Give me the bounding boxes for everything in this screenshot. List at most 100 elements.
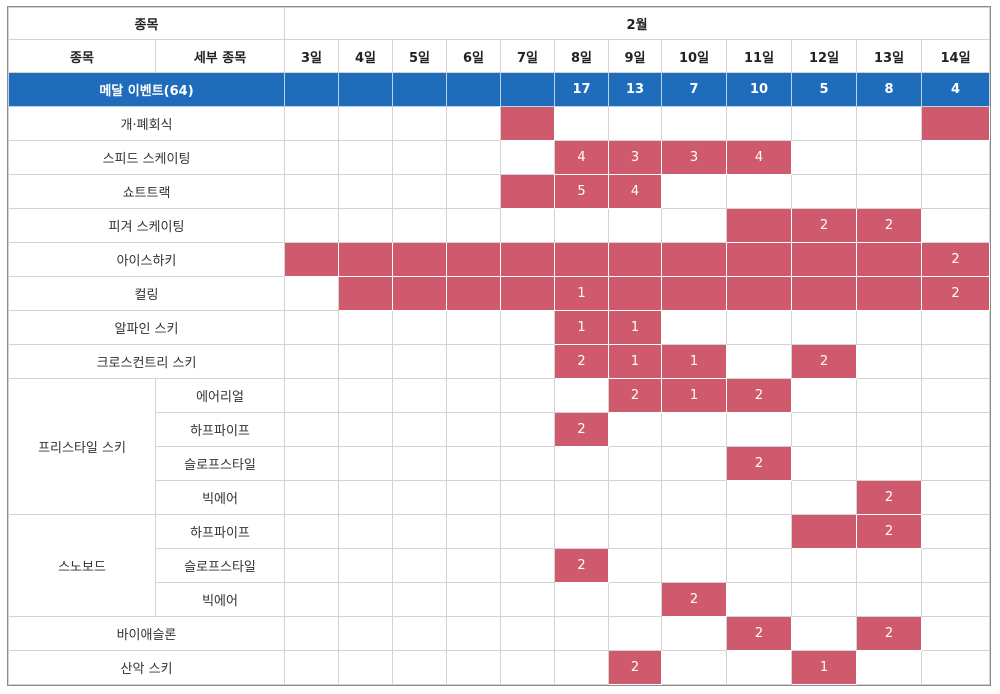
empty-cell xyxy=(554,616,610,651)
empty-cell xyxy=(338,480,394,515)
empty-cell xyxy=(921,650,991,685)
scheduled-cell: 2 xyxy=(921,242,991,277)
event-name: 산악 스키 xyxy=(7,650,286,685)
scheduled-cell: 4 xyxy=(726,140,793,175)
empty-cell xyxy=(791,378,858,413)
scheduled-cell: 1 xyxy=(791,650,858,685)
empty-cell xyxy=(856,650,923,685)
empty-cell xyxy=(608,208,663,243)
date-header: 13일 xyxy=(856,39,923,73)
scheduled-cell xyxy=(446,276,502,311)
empty-cell xyxy=(856,310,923,345)
event-header: 종목 xyxy=(7,7,286,40)
header-row-month: 종목 2월 xyxy=(7,7,991,40)
empty-cell xyxy=(284,480,340,515)
empty-cell xyxy=(392,480,448,515)
empty-cell xyxy=(661,616,728,651)
medal-label: 메달 이벤트(64) xyxy=(7,72,286,107)
table-row: 슬로프스타일 2 xyxy=(9,446,991,481)
date-header: 11일 xyxy=(726,39,793,73)
detail-name: 하프파이프 xyxy=(154,412,286,447)
date-header: 14일 xyxy=(921,39,991,73)
scheduled-cell xyxy=(791,276,858,311)
date-header: 4일 xyxy=(338,39,394,73)
empty-cell xyxy=(791,140,858,175)
empty-cell xyxy=(921,548,991,583)
empty-cell xyxy=(500,446,556,481)
scheduled-cell: 2 xyxy=(554,412,610,447)
col-detail-header: 세부 종목 xyxy=(154,39,286,73)
empty-cell xyxy=(554,582,610,617)
scheduled-cell xyxy=(446,242,502,277)
event-name: 개·폐회식 xyxy=(7,106,286,141)
scheduled-cell: 2 xyxy=(791,344,858,379)
medal-count: 10 xyxy=(726,72,793,107)
scheduled-cell: 1 xyxy=(608,344,663,379)
date-header: 9일 xyxy=(608,39,663,73)
empty-cell xyxy=(392,650,448,685)
empty-cell xyxy=(921,582,991,617)
empty-cell xyxy=(338,582,394,617)
empty-cell xyxy=(338,378,394,413)
empty-cell xyxy=(284,514,340,549)
empty-cell xyxy=(661,174,728,209)
date-header: 3일 xyxy=(284,39,340,73)
empty-cell xyxy=(392,548,448,583)
empty-cell xyxy=(446,208,502,243)
empty-cell xyxy=(392,174,448,209)
empty-cell xyxy=(284,548,340,583)
empty-cell xyxy=(338,140,394,175)
empty-cell xyxy=(392,378,448,413)
scheduled-cell: 4 xyxy=(608,174,663,209)
empty-cell xyxy=(338,412,394,447)
scheduled-cell xyxy=(856,276,923,311)
empty-cell xyxy=(608,548,663,583)
empty-cell xyxy=(661,480,728,515)
scheduled-cell xyxy=(500,106,556,141)
empty-cell xyxy=(608,106,663,141)
month-header: 2월 xyxy=(284,7,991,40)
medal-count xyxy=(284,72,340,107)
empty-cell xyxy=(446,106,502,141)
empty-cell xyxy=(338,174,394,209)
table-row: 컬링 1 2 xyxy=(7,276,991,311)
scheduled-cell: 2 xyxy=(661,582,728,617)
empty-cell xyxy=(284,344,340,379)
table-row: 쇼트트랙 5 4 xyxy=(7,174,991,209)
col-event-header: 종목 xyxy=(8,39,156,73)
empty-cell xyxy=(608,446,663,481)
scheduled-cell xyxy=(392,242,448,277)
empty-cell xyxy=(921,480,991,515)
empty-cell xyxy=(554,514,610,549)
scheduled-cell xyxy=(392,276,448,311)
date-header: 8일 xyxy=(554,39,610,73)
table-row: 아이스하키 2 xyxy=(7,242,991,277)
empty-cell xyxy=(446,616,502,651)
empty-cell xyxy=(921,446,991,481)
empty-cell xyxy=(661,650,728,685)
empty-cell xyxy=(284,310,340,345)
event-name: 아이스하키 xyxy=(7,242,286,277)
table-row: 슬로프스타일 2 xyxy=(9,548,991,583)
empty-cell xyxy=(446,412,502,447)
medal-count: 4 xyxy=(921,72,991,107)
empty-cell xyxy=(284,378,340,413)
empty-cell xyxy=(608,616,663,651)
empty-cell xyxy=(726,582,793,617)
empty-cell xyxy=(921,140,991,175)
table-row: 산악 스키 2 1 xyxy=(7,650,991,685)
table-row: 프리스타일 스키 에어리얼 2 1 2 xyxy=(8,378,991,515)
empty-cell xyxy=(446,344,502,379)
empty-cell xyxy=(856,378,923,413)
scheduled-cell: 1 xyxy=(661,344,728,379)
table-row: 크로스컨트리 스키 2 1 1 2 xyxy=(7,344,991,379)
empty-cell xyxy=(284,650,340,685)
event-name: 스피드 스케이팅 xyxy=(7,140,286,175)
event-name: 프리스타일 스키 xyxy=(8,378,156,515)
empty-cell xyxy=(661,106,728,141)
empty-cell xyxy=(856,174,923,209)
empty-cell xyxy=(726,548,793,583)
event-name: 스노보드 xyxy=(8,514,156,617)
empty-cell xyxy=(554,446,610,481)
empty-cell xyxy=(446,446,502,481)
